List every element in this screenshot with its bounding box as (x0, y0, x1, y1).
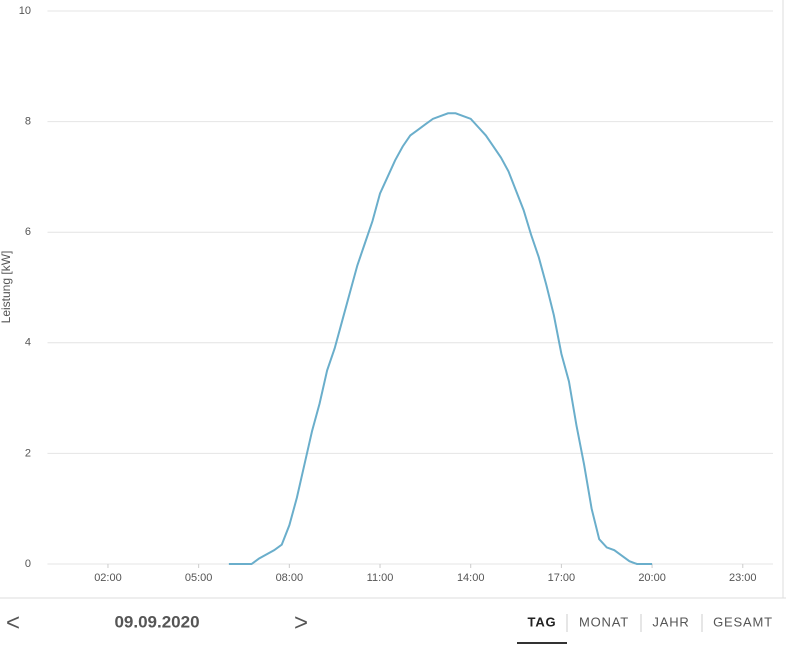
x-tick-label: 08:00 (276, 572, 304, 584)
x-tick-label: 11:00 (367, 572, 394, 584)
y-axis-label: Leistung [kW] (0, 251, 13, 324)
tab[interactable]: JAHR (652, 614, 689, 629)
next-button[interactable]: > (294, 609, 308, 636)
x-tick-label: 17:00 (548, 572, 576, 584)
x-tick-label: 05:00 (185, 572, 213, 584)
y-tick-label: 6 (25, 226, 31, 238)
line (228, 112, 653, 565)
tab-underline (517, 642, 567, 644)
y-tick-label: 10 (19, 5, 31, 17)
prev-button[interactable]: < (6, 609, 20, 636)
y-tick-label: 8 (25, 116, 31, 128)
y-tick-label: 4 (25, 337, 31, 349)
tabs: TAG MONAT JAHR GESAMT (517, 614, 773, 644)
y-tick-label: 0 (25, 558, 31, 570)
x-tick-label: 20:00 (638, 572, 666, 584)
y-tick-label: 2 (25, 447, 31, 459)
tab[interactable]: MONAT (579, 614, 629, 629)
x-tick-label: 23:00 (729, 572, 757, 584)
tab[interactable]: TAG (528, 614, 557, 629)
x-tick-label: 02:00 (94, 572, 122, 584)
tab[interactable]: GESAMT (713, 614, 773, 629)
x-tick-label: 14:00 (457, 572, 485, 584)
date: 09.09.2020 (114, 612, 199, 631)
